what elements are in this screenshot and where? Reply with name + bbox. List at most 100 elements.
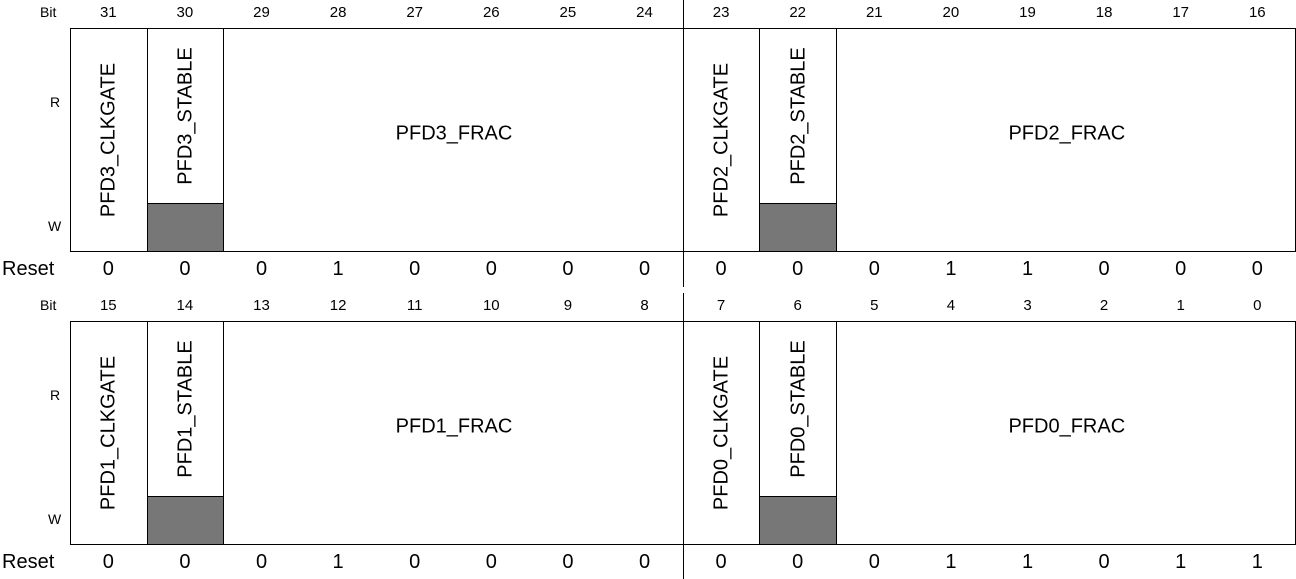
bit-number: 28 <box>329 4 347 21</box>
write-reserved-shade <box>147 203 224 251</box>
register-box: PFD1_CLKGATE PFD1_STABLE PFD1_FRAC PFD0_CLK… <box>70 321 1296 545</box>
field-name: PFD3_CLKGATE <box>97 62 120 218</box>
bit-number: 5 <box>870 297 879 314</box>
reset-value: 1 <box>1175 551 1187 573</box>
bit-label: Bit <box>40 4 57 20</box>
register-field: PFD3_STABLE <box>147 29 225 251</box>
reset-value: 0 <box>792 258 804 280</box>
reset-value: 0 <box>562 551 574 573</box>
reset-value: 1 <box>1021 551 1034 573</box>
reset-value: 0 <box>562 258 574 280</box>
reset-value: 0 <box>485 258 497 280</box>
bit-number: 22 <box>789 4 807 21</box>
reset-label: Reset <box>2 258 55 280</box>
bit-number: 26 <box>482 4 500 21</box>
reset-value: 0 <box>1175 258 1187 280</box>
reset-value: 0 <box>179 258 191 280</box>
write-label: W <box>48 511 62 527</box>
bit-number: 21 <box>865 4 883 21</box>
reset-value: 0 <box>102 258 114 280</box>
reset-value: 0 <box>409 258 421 280</box>
reset-value: 0 <box>255 551 268 573</box>
bit-number: 16 <box>1248 4 1266 21</box>
bit-number: 0 <box>1253 297 1262 314</box>
bit-number: 12 <box>329 297 347 314</box>
field-name: PFD0_STABLE <box>787 340 810 478</box>
write-label: W <box>48 218 62 234</box>
write-reserved-shade <box>760 496 836 544</box>
field-name: PFD2_CLKGATE <box>710 62 733 218</box>
field-name: PFD1_FRAC <box>395 415 513 438</box>
reset-value: 1 <box>1251 551 1263 573</box>
write-reserved-shade <box>760 203 836 251</box>
bit-number: 29 <box>253 4 270 21</box>
bit-number: 17 <box>1172 4 1190 21</box>
reset-value: 0 <box>715 551 727 573</box>
register-field: PFD1_CLKGATE <box>71 322 148 544</box>
field-name: PFD0_CLKGATE <box>710 355 733 511</box>
bit-number: 31 <box>99 4 117 21</box>
reset-value: 1 <box>945 551 957 573</box>
reset-value: 0 <box>1098 258 1110 280</box>
register-field: PFD2_CLKGATE <box>684 29 761 251</box>
reset-value: 0 <box>485 551 497 573</box>
byte-divider <box>683 0 684 287</box>
bit-number: 13 <box>253 297 270 314</box>
reset-value: 0 <box>638 258 651 280</box>
bit-number: 11 <box>406 297 423 314</box>
bit-label: Bit <box>40 297 57 313</box>
reset-value: 1 <box>332 551 344 573</box>
field-name: PFD3_FRAC <box>395 122 513 145</box>
bit-number: 7 <box>716 297 726 314</box>
register-field: PFD3_FRAC <box>224 29 684 251</box>
reset-value: 0 <box>638 551 651 573</box>
register-field: PFD2_STABLE <box>760 29 837 251</box>
bit-number: 2 <box>1099 297 1109 314</box>
bit-number: 9 <box>563 297 573 314</box>
field-name: PFD1_STABLE <box>174 340 197 478</box>
reset-value: 0 <box>868 551 880 573</box>
write-reserved-shade <box>147 496 224 544</box>
register-field: PFD2_FRAC <box>837 29 1296 251</box>
bit-number: 25 <box>559 4 577 21</box>
reset-value: 1 <box>945 258 957 280</box>
read-label: R <box>50 387 61 403</box>
reset-value: 0 <box>792 551 804 573</box>
register-field: PFD3_CLKGATE <box>71 29 148 251</box>
reset-value: 0 <box>409 551 421 573</box>
bit-number: 19 <box>1019 4 1036 21</box>
reset-label: Reset <box>2 551 55 573</box>
register-field: PFD0_STABLE <box>760 322 837 544</box>
bit-number: 1 <box>1176 297 1185 314</box>
bit-number: 4 <box>946 297 956 314</box>
bit-number: 27 <box>406 4 424 21</box>
register-field: PFD0_FRAC <box>837 322 1296 544</box>
read-label: R <box>50 94 61 110</box>
reset-value: 0 <box>868 258 880 280</box>
byte-divider <box>683 293 684 579</box>
reset-value: 0 <box>255 258 268 280</box>
field-name: PFD3_STABLE <box>174 47 197 185</box>
register-field: PFD0_CLKGATE <box>684 322 761 544</box>
bit-number: 8 <box>640 297 649 314</box>
reset-value: 0 <box>1098 551 1110 573</box>
bit-number: 20 <box>942 4 960 21</box>
bit-number: 6 <box>793 297 802 314</box>
field-name: PFD2_STABLE <box>787 47 810 185</box>
reset-value: 1 <box>332 258 344 280</box>
field-name: PFD0_FRAC <box>1008 415 1126 438</box>
field-name: PFD1_CLKGATE <box>97 355 120 511</box>
bit-number: 3 <box>1023 297 1032 314</box>
bit-number: 15 <box>99 297 117 314</box>
bit-number: 23 <box>712 4 730 21</box>
reset-value: 0 <box>715 258 727 280</box>
register-field: PFD1_STABLE <box>147 322 225 544</box>
reset-value: 0 <box>1251 258 1263 280</box>
bit-number: 18 <box>1095 4 1113 21</box>
reset-value: 0 <box>102 551 114 573</box>
field-name: PFD2_FRAC <box>1008 122 1126 145</box>
register-box: PFD3_CLKGATE PFD3_STABLE PFD3_FRAC PFD2_CLK… <box>70 28 1296 252</box>
reset-value: 1 <box>1021 258 1034 280</box>
bit-number: 14 <box>176 297 194 314</box>
